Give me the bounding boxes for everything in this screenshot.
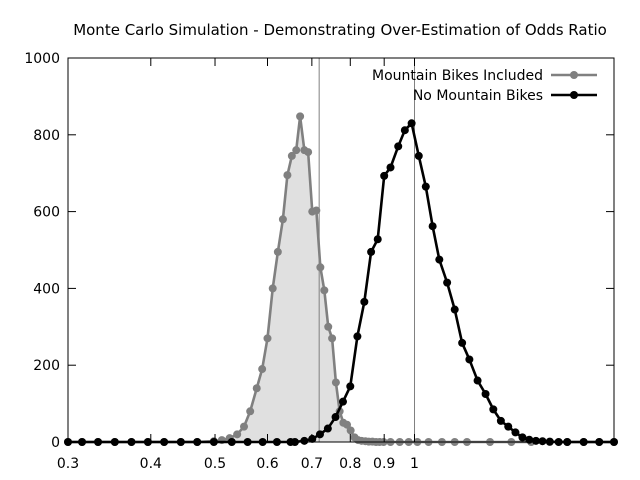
- data-point-1-46: [518, 433, 527, 442]
- y-tick-label: 400: [33, 281, 60, 297]
- y-tick-label: 600: [33, 205, 60, 221]
- data-point-0-32: [328, 334, 337, 343]
- data-point-0-24: [296, 112, 305, 121]
- data-point-0-31: [324, 322, 333, 331]
- data-point-0-16: [258, 365, 267, 374]
- data-point-0-28: [312, 206, 321, 215]
- data-point-1-21: [339, 397, 347, 406]
- data-point-1-26: [373, 235, 382, 244]
- x-tick-label: 0.9: [373, 456, 395, 472]
- data-point-1-40: [473, 376, 482, 385]
- data-point-1-43: [496, 416, 505, 425]
- x-tick-label: 0.7: [301, 456, 323, 472]
- data-point-0-37: [346, 426, 355, 435]
- legend-label: Mountain Bikes Included: [372, 68, 543, 84]
- data-point-1-39: [465, 355, 474, 364]
- data-point-0-19: [273, 247, 282, 256]
- data-point-1-35: [435, 255, 444, 264]
- data-point-1-45: [511, 428, 520, 437]
- data-point-1-48: [531, 436, 540, 445]
- data-point-0-12: [233, 430, 242, 439]
- x-tick-label: 1: [410, 456, 419, 472]
- data-point-1-42: [489, 405, 498, 414]
- data-point-1-41: [481, 390, 490, 398]
- data-point-1-36: [443, 278, 452, 287]
- chart-title: Monte Carlo Simulation - Demonstrating O…: [73, 21, 607, 39]
- data-point-1-38: [458, 338, 467, 347]
- data-point-1-22: [346, 382, 355, 391]
- data-point-0-36: [343, 420, 352, 429]
- data-point-1-30: [400, 126, 409, 135]
- data-point-1-19: [323, 424, 332, 433]
- data-point-1-24: [360, 297, 369, 306]
- data-point-1-28: [386, 163, 395, 172]
- legend-label: No Mountain Bikes: [413, 88, 543, 104]
- x-tick-label: 0.4: [140, 456, 162, 472]
- data-point-1-33: [421, 182, 430, 191]
- data-point-0-30: [320, 286, 329, 295]
- y-tick-label: 800: [33, 128, 60, 144]
- data-point-0-13: [240, 422, 249, 431]
- data-point-1-37: [450, 305, 459, 314]
- axes: 0 200 400 600 800 1000 0.3 0.4 0.5 0.6 0.7 0.8 0.9 1: [24, 51, 615, 472]
- data-point-0-17: [263, 334, 272, 343]
- data-point-0-26: [304, 148, 313, 157]
- plot-area: [64, 58, 618, 446]
- data-point-0-29: [316, 263, 325, 272]
- data-point-0-23: [292, 146, 301, 155]
- data-point-1-18: [315, 430, 324, 439]
- data-point-1-34: [428, 222, 437, 231]
- x-tick-label: 0.5: [204, 456, 226, 472]
- data-point-1-16: [300, 436, 309, 445]
- legend-marker: [570, 71, 578, 79]
- data-point-0-14: [246, 407, 255, 416]
- series-area-fill: [68, 116, 614, 443]
- x-tick-label: 0.8: [339, 456, 361, 472]
- legend-marker: [570, 91, 578, 99]
- data-point-1-25: [367, 247, 376, 256]
- data-point-1-29: [394, 142, 403, 151]
- y-tick-label: 0: [51, 435, 60, 451]
- data-point-1-49: [538, 437, 547, 446]
- data-point-1-31: [407, 119, 416, 128]
- data-point-1-44: [504, 422, 513, 431]
- data-point-0-22: [287, 151, 296, 160]
- legend: Mountain Bikes Included No Mountain Bikes: [372, 68, 597, 104]
- y-tick-label: 1000: [24, 51, 60, 67]
- data-point-1-27: [380, 171, 389, 180]
- data-point-1-32: [414, 151, 423, 160]
- x-tick-label: 0.6: [256, 456, 278, 472]
- series-line-0: [68, 115, 614, 444]
- data-point-1-23: [353, 332, 362, 341]
- data-point-0-18: [268, 284, 277, 293]
- y-tick-label: 200: [33, 358, 60, 374]
- data-point-0-20: [278, 215, 287, 224]
- data-point-0-21: [283, 171, 292, 180]
- x-tick-label: 0.3: [57, 456, 79, 472]
- data-point-1-20: [331, 413, 340, 422]
- data-point-0-33: [331, 378, 340, 387]
- plot-border: [67, 57, 615, 443]
- data-point-0-15: [252, 384, 261, 393]
- series-line-1: [68, 121, 614, 444]
